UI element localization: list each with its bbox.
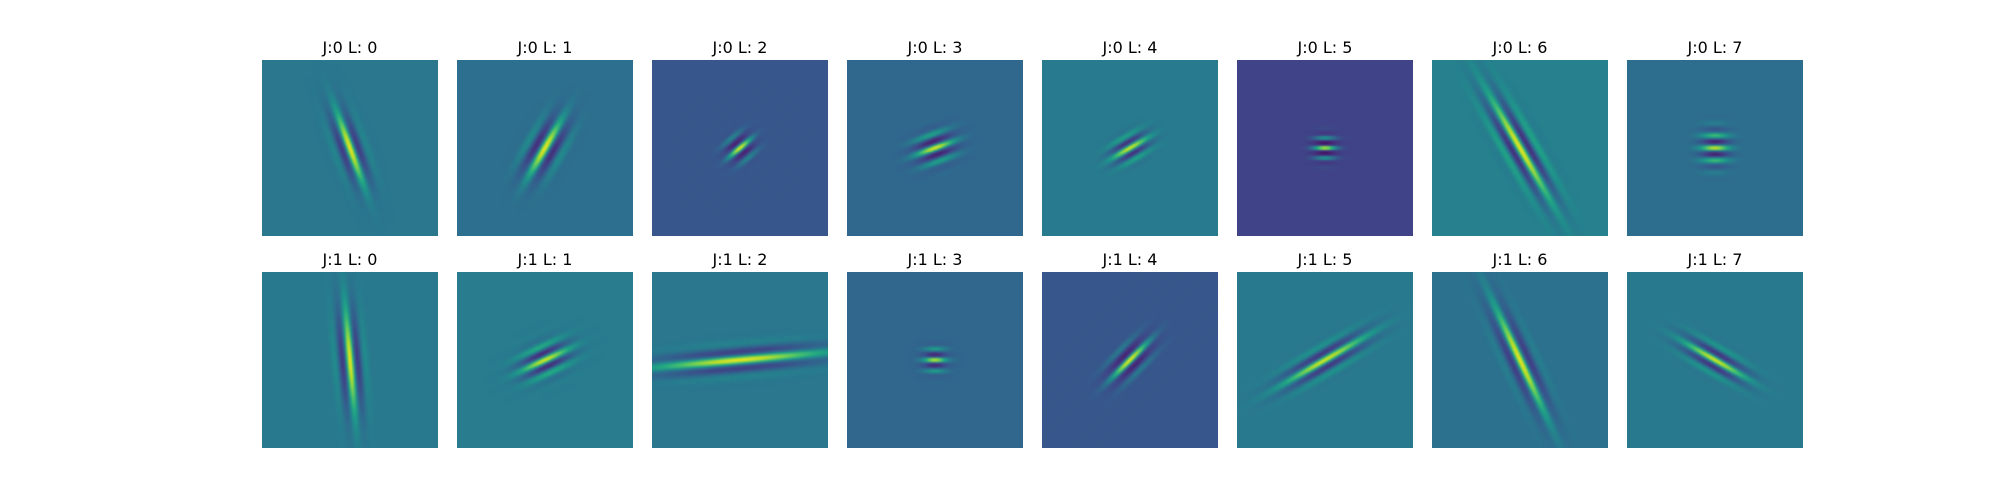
filter-image	[457, 272, 633, 448]
panel-title: J:0 L: 5	[1297, 38, 1353, 57]
panel-title: J:0 L: 7	[1687, 38, 1743, 57]
filter-image	[652, 272, 828, 448]
filter-image	[1237, 60, 1413, 236]
panel-title: J:1 L: 3	[907, 250, 963, 269]
panel-title: J:0 L: 6	[1492, 38, 1548, 57]
panel-title: J:1 L: 0	[322, 250, 378, 269]
panel-title: J:1 L: 5	[1297, 250, 1353, 269]
filter-image	[1432, 60, 1608, 236]
panel-title: J:1 L: 4	[1102, 250, 1158, 269]
panel-title: J:1 L: 2	[712, 250, 768, 269]
filter-image	[262, 60, 438, 236]
filter-image	[1627, 272, 1803, 448]
panel-title: J:0 L: 4	[1102, 38, 1158, 57]
filter-image	[1042, 272, 1218, 448]
panel-title: J:1 L: 7	[1687, 250, 1743, 269]
filter-image	[847, 272, 1023, 448]
panel-title: J:0 L: 2	[712, 38, 768, 57]
panel-title: J:0 L: 3	[907, 38, 963, 57]
filter-image	[1627, 60, 1803, 236]
filter-image	[1237, 272, 1413, 448]
panel-title: J:1 L: 1	[517, 250, 573, 269]
panel-title: J:0 L: 0	[322, 38, 378, 57]
filter-image	[847, 60, 1023, 236]
panel-title: J:1 L: 6	[1492, 250, 1548, 269]
filter-image	[652, 60, 828, 236]
filter-image	[457, 60, 633, 236]
filter-image	[1432, 272, 1608, 448]
filter-image	[1042, 60, 1218, 236]
filter-image	[262, 272, 438, 448]
panel-title: J:0 L: 1	[517, 38, 573, 57]
